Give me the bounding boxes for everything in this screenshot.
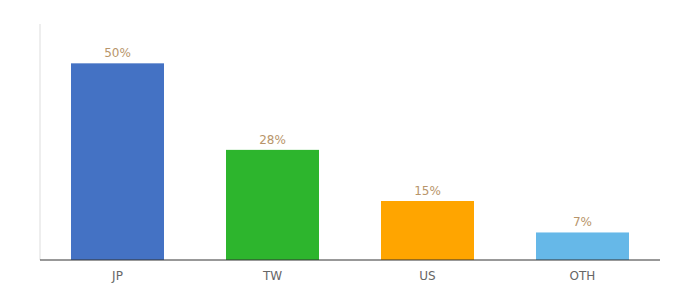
y-axis-line (40, 24, 41, 260)
x-tick-label: JP (111, 269, 123, 283)
data-label: 7% (573, 215, 592, 229)
bars (71, 63, 629, 260)
bar (71, 63, 164, 260)
data-label: 28% (259, 133, 286, 147)
bar (381, 201, 474, 260)
bar (536, 232, 629, 260)
data-label: 15% (414, 184, 441, 198)
data-label: 50% (104, 46, 131, 60)
bar (226, 150, 319, 260)
chart: JP TW US OTH 50% 28% 15% 7% (0, 0, 680, 300)
x-tick-label: US (419, 269, 435, 283)
x-tick-label: TW (262, 269, 282, 283)
x-axis-line (40, 260, 660, 261)
x-tick-label: OTH (570, 269, 596, 283)
